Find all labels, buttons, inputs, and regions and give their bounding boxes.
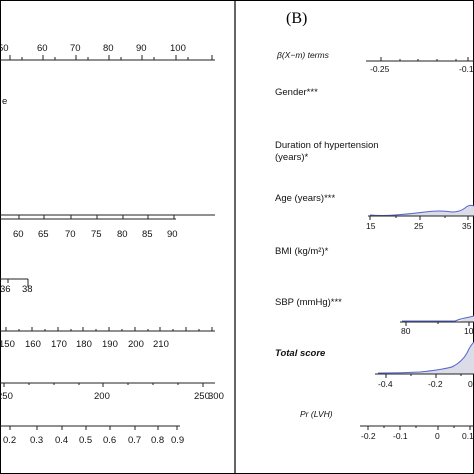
row7-tick-7: 0.8: [151, 435, 165, 446]
age-tick-2: 25: [414, 221, 424, 231]
row3-tick-1: 60: [13, 229, 24, 240]
row4-tick-1: 36: [0, 284, 11, 295]
age-label: Age (years)***: [275, 193, 336, 204]
row7-tick-6: 0.7: [128, 435, 142, 446]
row7-tick-2: 0.3: [30, 435, 44, 446]
pr-tick-3: 0: [435, 431, 440, 441]
row7-tick-1: 0.2: [3, 435, 17, 446]
row7-tick-5: 0.6: [103, 435, 117, 446]
left-row4-axis: [0, 278, 29, 287]
total-tick-3: 0: [468, 379, 473, 389]
beta-terms-label: β(X−m) terms: [277, 50, 329, 60]
row3-tick-3: 70: [65, 229, 76, 240]
row3-tick-7: 90: [167, 229, 178, 240]
pr-lvh-axis: [360, 425, 474, 430]
row5-tick-6: 200: [128, 339, 144, 350]
left-row6-axis: [0, 382, 215, 387]
row6-tick-4: 300: [208, 391, 224, 402]
pr-lvh-label: Pr (LVH): [300, 409, 333, 419]
sbp-label: SBP (mmHg)***: [275, 297, 342, 308]
sbp-tick-1: 80: [401, 326, 411, 336]
row3-tick-2: 65: [38, 229, 49, 240]
sbp-density: [400, 315, 474, 326]
beta-tick-1: -0.25: [370, 64, 390, 74]
pr-tick-1: -0.2: [361, 431, 376, 441]
row5-tick-1: 150: [0, 339, 15, 350]
age-density: [368, 204, 474, 220]
total-score-density: [375, 341, 474, 378]
left-row3-axis: [0, 215, 176, 220]
gender-label: Gender***: [275, 87, 318, 98]
row1-tick-1: 50: [0, 43, 9, 54]
row6-tick-1: 250: [0, 391, 13, 402]
duration-label-line1: Duration of hypertension: [275, 140, 379, 151]
row1-tick-5: 90: [136, 43, 147, 54]
left-row7-axis: [0, 425, 180, 430]
sbp-tick-2: 10: [464, 326, 474, 336]
pr-tick-2: -0.1: [393, 431, 408, 441]
left-row1-axis: [0, 55, 215, 61]
bmi-label: BMI (kg/m²)*: [275, 246, 329, 257]
beta-tick-2: -0.1: [459, 64, 474, 74]
row5-tick-3: 170: [51, 339, 67, 350]
row5-tick-5: 190: [102, 339, 118, 350]
age-tick-1: 15: [366, 221, 376, 231]
row6-tick-2: 200: [94, 391, 110, 402]
pr-tick-4: 0.1: [462, 431, 474, 441]
row3-tick-5: 80: [117, 229, 128, 240]
row1-tick-4: 80: [103, 43, 114, 54]
total-tick-1: -0.4: [378, 379, 393, 389]
total-tick-2: -0.2: [428, 379, 443, 389]
left-row5-axis: [0, 327, 215, 332]
row6-tick-3: 250: [194, 391, 210, 402]
row7-tick-4: 0.5: [79, 435, 93, 446]
right-beta-axis: [366, 57, 474, 62]
row5-tick-4: 180: [76, 339, 92, 350]
row1-tick-3: 70: [70, 43, 81, 54]
duration-label-line2: (years)*: [275, 152, 309, 163]
row4-tick-2: 38: [22, 284, 33, 295]
age-tick-3: 35: [462, 221, 472, 231]
row7-tick-3: 0.4: [55, 435, 69, 446]
row1-fragment: e: [2, 96, 8, 107]
row1-tick-2: 60: [37, 43, 48, 54]
panel-b-letter: (B): [286, 10, 308, 27]
row5-tick-7: 210: [153, 339, 169, 350]
row1-tick-6: 100: [170, 43, 186, 54]
row3-tick-6: 85: [142, 229, 153, 240]
row3-tick-4: 75: [91, 229, 102, 240]
row5-tick-2: 160: [25, 339, 41, 350]
total-score-label: Total score: [275, 348, 326, 359]
row7-tick-8: 0.9: [171, 435, 185, 446]
